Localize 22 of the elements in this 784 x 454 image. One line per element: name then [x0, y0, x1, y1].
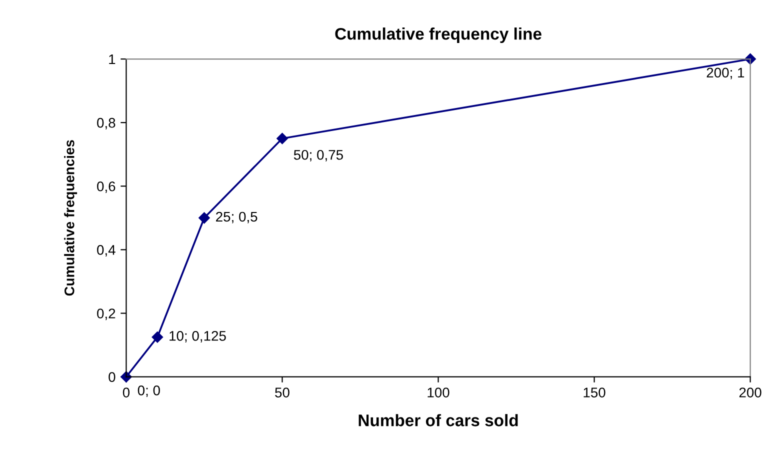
y-tick-label: 0,4	[97, 245, 116, 257]
data-label: 0; 0	[138, 386, 160, 397]
x-tick-label: 200	[739, 388, 762, 398]
data-label: 50; 0,75	[294, 150, 343, 162]
x-tick-label: 150	[584, 388, 606, 398]
chart-title: Cumulative frequency line	[335, 27, 542, 44]
x-tick-label: 100	[428, 388, 450, 398]
point	[276, 132, 288, 144]
point	[152, 331, 164, 343]
y-tick-label: 1	[109, 54, 116, 64]
y-tick-label: 0,2	[97, 308, 116, 320]
point	[198, 212, 210, 224]
x-axis-title: Number of cars sold	[358, 414, 518, 426]
data-label: 10; 0,125	[170, 330, 226, 342]
x-tick-label: 0	[122, 388, 130, 398]
x-tick-label: 50	[275, 388, 290, 398]
y-tick-label: 0,6	[97, 181, 116, 193]
y-axis-title: Cumulative frequencies	[64, 140, 78, 296]
data-label: 25; 0,5	[216, 212, 258, 224]
y-tick-label: 0	[108, 372, 116, 382]
data-label: 200; 1	[706, 68, 744, 80]
y-tick-label: 0,8	[97, 118, 116, 130]
